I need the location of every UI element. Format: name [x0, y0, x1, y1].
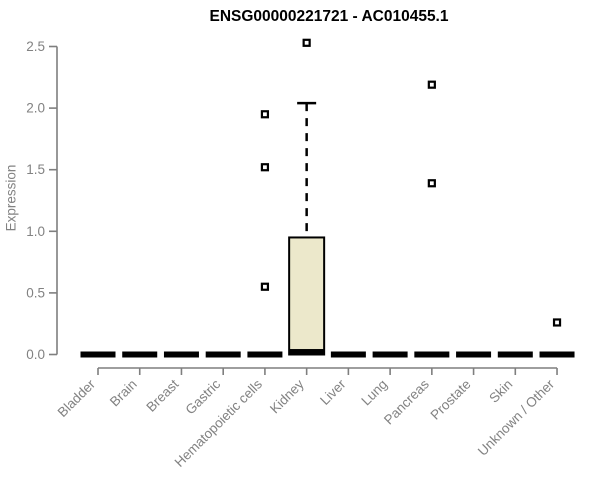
median-bar — [247, 351, 283, 358]
x-category-label: Brain — [107, 377, 140, 410]
x-category-label: Pancreas — [381, 376, 432, 427]
box — [288, 236, 326, 356]
median-bar — [456, 351, 492, 358]
x-category-label: Lung — [358, 377, 390, 409]
box-group-lung — [372, 351, 408, 358]
y-tick-label: 2.0 — [26, 101, 45, 116]
y-tick-label: 0.5 — [26, 285, 45, 300]
box-group-liver — [330, 351, 366, 358]
x-category-label: Skin — [486, 377, 515, 406]
median-bar — [330, 351, 366, 358]
y-axis: 0.0 0.5 1.0 1.5 2.0 2.5 — [26, 39, 58, 362]
box-group-kidney — [288, 38, 326, 356]
box-group-skin — [497, 351, 533, 358]
y-tick-label: 0.0 — [26, 347, 45, 362]
chart-title: ENSG00000221721 - AC010455.1 — [209, 8, 449, 25]
median-bar — [289, 349, 325, 356]
median-bar — [539, 351, 575, 358]
boxes — [80, 38, 575, 358]
outlier-point — [260, 110, 270, 119]
box-group-gastric — [205, 351, 241, 358]
box-group-prostate — [456, 351, 492, 358]
median-bar — [80, 351, 116, 358]
y-axis-label: Expression — [3, 164, 19, 232]
outlier-point — [260, 163, 270, 172]
box-group-breast — [163, 351, 199, 358]
y-tick-label: 1.0 — [26, 224, 45, 239]
x-category-label: Breast — [143, 376, 181, 414]
box-group-unknown-other — [539, 318, 575, 358]
box-group-pancreas — [414, 80, 450, 358]
x-category-label: Liver — [317, 376, 349, 408]
y-tick-label: 2.5 — [26, 39, 45, 54]
median-bar — [122, 351, 158, 358]
x-category-label: Bladder — [55, 376, 99, 420]
median-bar — [163, 351, 199, 358]
outlier-point — [260, 282, 270, 291]
box-group-bladder — [80, 351, 116, 358]
outlier-point — [302, 38, 311, 47]
outlier-point — [427, 179, 436, 188]
median-bar — [414, 351, 450, 358]
box-group-hematopoietic-cells — [247, 110, 283, 358]
median-bar — [205, 351, 241, 358]
box-group-brain — [122, 351, 158, 358]
outlier-point — [427, 80, 436, 89]
x-category-label: Prostate — [428, 377, 474, 423]
x-category-label: Unknown / Other — [475, 376, 558, 459]
x-category-label: Gastric — [182, 376, 223, 417]
median-bar — [497, 351, 533, 358]
x-category-label: Kidney — [267, 376, 307, 416]
outlier-point — [552, 318, 562, 327]
y-tick-label: 1.5 — [26, 162, 45, 177]
median-bar — [372, 351, 408, 358]
